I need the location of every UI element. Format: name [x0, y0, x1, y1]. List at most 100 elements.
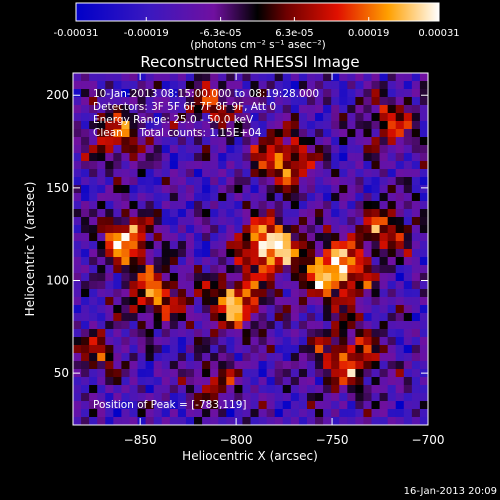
heatmap-cell — [89, 313, 98, 322]
heatmap-cell — [331, 137, 340, 146]
heatmap-cell — [298, 393, 308, 402]
heatmap-cell — [315, 225, 324, 234]
heatmap-cell — [105, 169, 114, 178]
heatmap-cell — [73, 169, 82, 178]
heatmap-cell — [242, 393, 252, 402]
heatmap-cell — [89, 289, 98, 298]
heatmap-cell — [250, 185, 260, 194]
heatmap-cell — [121, 265, 131, 274]
heatmap-cell — [371, 113, 381, 122]
heatmap-cell — [202, 137, 211, 146]
heatmap-cell — [363, 361, 373, 370]
heatmap-cell — [177, 81, 187, 90]
heatmap-cell — [266, 289, 276, 298]
heatmap-cell — [153, 97, 163, 106]
heatmap-cell — [371, 145, 381, 154]
heatmap-cell — [258, 193, 268, 202]
heatmap-cell — [298, 257, 308, 266]
heatmap-cell — [169, 233, 179, 242]
heatmap-cell — [169, 329, 179, 338]
heatmap-cell — [81, 273, 90, 282]
heatmap-cell — [169, 137, 179, 146]
heatmap-cell — [113, 121, 123, 130]
heatmap-cell — [137, 305, 147, 314]
heatmap-cell — [323, 225, 332, 234]
heatmap-cell — [210, 225, 219, 234]
heatmap-cell — [226, 345, 235, 354]
heatmap-cell — [185, 393, 195, 402]
heatmap-cell — [298, 97, 308, 106]
heatmap-cell — [81, 281, 90, 290]
heatmap-cell — [89, 137, 98, 146]
heatmap-cell — [129, 145, 139, 154]
heatmap-cell — [177, 353, 187, 362]
heatmap-cell — [331, 417, 340, 425]
heatmap-cell — [387, 257, 397, 266]
heatmap-cell — [153, 121, 163, 130]
heatmap-cell — [363, 177, 373, 186]
heatmap-cell — [73, 121, 82, 130]
heatmap-cell — [274, 337, 284, 346]
heatmap-cell — [218, 169, 227, 178]
heatmap-cell — [371, 273, 381, 282]
heatmap-cell — [210, 185, 219, 194]
heatmap-cell — [282, 353, 292, 362]
heatmap-cell — [298, 353, 308, 362]
heatmap-cell — [419, 169, 428, 178]
heatmap-cell — [218, 185, 227, 194]
heatmap-cell — [250, 209, 260, 218]
heatmap-cell — [282, 121, 292, 130]
heatmap-cell — [395, 313, 405, 322]
heatmap-cell — [210, 409, 219, 418]
heatmap-cell — [298, 241, 308, 250]
heatmap-cell — [129, 289, 139, 298]
heatmap-cell — [315, 209, 324, 218]
heatmap-cell — [185, 113, 195, 122]
heatmap-cell — [226, 257, 235, 266]
heatmap-cell — [298, 249, 308, 258]
heatmap-cell — [161, 161, 171, 170]
heatmap-cell — [339, 297, 348, 306]
heatmap-cell — [290, 385, 300, 394]
heatmap-cell — [274, 105, 284, 114]
heatmap-cell — [323, 153, 332, 162]
heatmap-cell — [202, 369, 211, 378]
heatmap-cell — [250, 265, 260, 274]
heatmap-cell — [363, 305, 373, 314]
heatmap-cell — [290, 281, 300, 290]
heatmap-cell — [387, 273, 397, 282]
heatmap-cell — [282, 233, 292, 242]
heatmap-cell — [218, 337, 227, 346]
heatmap-cell — [419, 401, 428, 410]
heatmap-cell — [242, 369, 252, 378]
heatmap-cell — [97, 265, 106, 274]
heatmap-cell — [89, 249, 98, 258]
colorbar-tick-label: -0.00031 — [54, 28, 99, 39]
heatmap-cell — [202, 289, 211, 298]
heatmap-cell — [419, 193, 428, 202]
heatmap-cell — [153, 417, 163, 425]
heatmap-cell — [379, 153, 389, 162]
heatmap-cell — [323, 361, 332, 370]
chart-title: Reconstructed RHESSI Image — [140, 53, 359, 71]
heatmap-cell — [371, 153, 381, 162]
heatmap-cell — [298, 73, 308, 82]
heatmap-cell — [274, 321, 284, 330]
heatmap-cell — [363, 249, 373, 258]
heatmap-cell — [411, 353, 421, 362]
heatmap-cell — [161, 105, 171, 114]
heatmap-cell — [363, 169, 373, 178]
heatmap-cell — [185, 297, 195, 306]
heatmap-cell — [403, 257, 413, 266]
heatmap-cell — [419, 233, 428, 242]
heatmap-cell — [161, 89, 171, 98]
heatmap-cell — [266, 281, 276, 290]
heatmap-cell — [371, 257, 381, 266]
heatmap-cell — [121, 169, 131, 178]
heatmap-cell — [315, 281, 324, 290]
heatmap-cell — [97, 353, 106, 362]
heatmap-cell — [250, 345, 260, 354]
heatmap-cell — [89, 209, 98, 218]
heatmap-cell — [298, 369, 308, 378]
heatmap-cell — [339, 193, 348, 202]
